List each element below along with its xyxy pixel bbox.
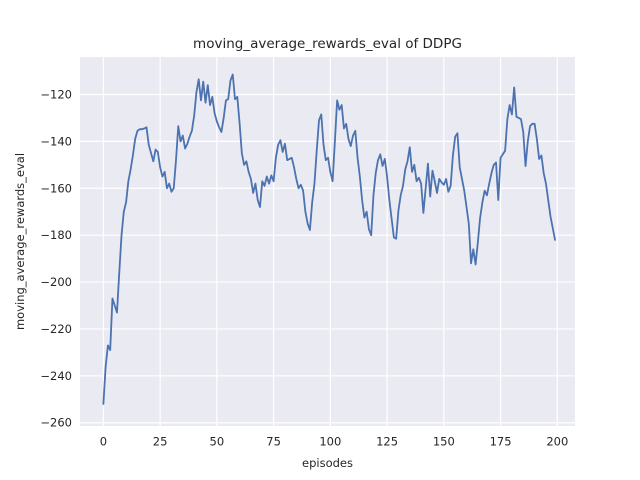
y-tick-label: −160 (40, 181, 72, 195)
x-tick-label: 125 (376, 435, 398, 449)
plot-area (80, 57, 575, 426)
y-tick-labels: −120 −140 −160 −180 −200 −220 −240 −260 (40, 88, 72, 430)
y-tick-label: −240 (40, 369, 72, 383)
x-tick-label: 200 (546, 435, 568, 449)
y-tick-label: −200 (40, 275, 72, 289)
x-tick-label: 50 (210, 435, 225, 449)
y-axis-label: moving_average_rewards_eval (13, 153, 27, 330)
x-tick-label: 100 (319, 435, 341, 449)
x-tick-label: 0 (100, 435, 107, 449)
y-tick-label: −220 (40, 322, 72, 336)
data-line-series (102, 73, 556, 405)
y-tick-label: −120 (40, 88, 72, 102)
x-tick-label: 75 (266, 435, 281, 449)
chart-title: moving_average_rewards_eval of DDPG (193, 36, 462, 52)
y-tick-label: −180 (40, 228, 72, 242)
y-tick-label: −260 (40, 416, 72, 430)
x-tick-label: 175 (490, 435, 512, 449)
x-tick-labels: 0 25 50 75 100 125 150 175 200 (100, 435, 569, 449)
x-axis-label: episodes (302, 456, 353, 470)
x-tick-label: 150 (433, 435, 455, 449)
y-tick-label: −140 (40, 134, 72, 148)
x-tick-label: 25 (153, 435, 168, 449)
